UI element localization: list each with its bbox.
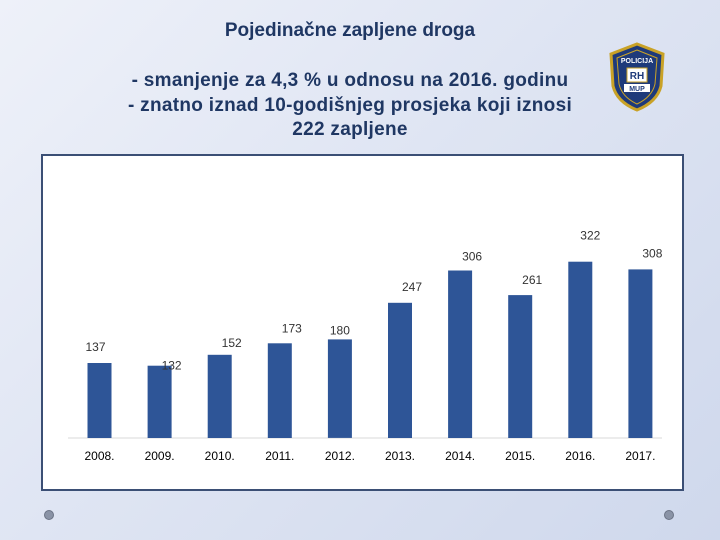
svg-text:MUP: MUP <box>629 86 645 93</box>
police-badge-logo: POLICIJA RH MUP <box>609 42 665 112</box>
svg-text:POLICIJA: POLICIJA <box>621 58 653 65</box>
page-title: Pojedinačne zapljene droga <box>224 20 476 41</box>
bar-value-label: 306 <box>462 250 482 264</box>
bar-2015 <box>508 295 533 438</box>
bar-2011 <box>267 343 292 438</box>
bar-2013 <box>388 302 412 438</box>
subtitle-line-2: - znatno iznad 10-godišnjeg prosjeka koj… <box>127 95 573 116</box>
x-tick-label: 2008. <box>84 449 114 463</box>
x-tick-label: 2013. <box>385 449 415 463</box>
x-tick-label: 2012. <box>325 449 355 463</box>
bar-value-label: 152 <box>222 336 242 350</box>
bar-2014 <box>448 270 473 438</box>
bar-value-label: 132 <box>162 359 182 373</box>
bar-value-label: 261 <box>522 273 542 287</box>
bar-2008 <box>87 363 112 438</box>
slide-dot-left <box>44 510 54 520</box>
x-tick-label: 2010. <box>205 449 235 463</box>
bar-2010 <box>207 354 232 438</box>
x-tick-label: 2017. <box>625 449 655 463</box>
bar-2012 <box>327 339 352 438</box>
x-tick-label: 2011. <box>265 449 294 463</box>
bar-value-label: 247 <box>402 280 422 294</box>
bar-2016 <box>568 261 593 438</box>
subtitle-line-3: 222 zapljene <box>292 119 408 140</box>
x-tick-label: 2016. <box>565 449 595 463</box>
bar-2009 <box>147 365 172 438</box>
bar-value-label: 308 <box>642 246 662 260</box>
bar-value-label: 180 <box>330 323 350 337</box>
svg-text:RH: RH <box>630 71 644 82</box>
x-tick-label: 2009. <box>145 449 175 463</box>
x-tick-label: 2014. <box>445 449 475 463</box>
subtitle-line-1: - smanjenje za 4,3 % u odnosu na 2016. g… <box>131 70 569 91</box>
bar-value-label: 173 <box>282 321 302 335</box>
bar-value-label: 137 <box>85 340 105 354</box>
bar-chart: 137 132 152 173 180 247 306 261 322 308 2008. 2009… <box>68 229 663 463</box>
bar-2017 <box>628 269 653 438</box>
x-tick-label: 2015. <box>505 449 535 463</box>
slide-dot-right <box>664 510 674 520</box>
bar-value-label: 322 <box>580 229 600 243</box>
